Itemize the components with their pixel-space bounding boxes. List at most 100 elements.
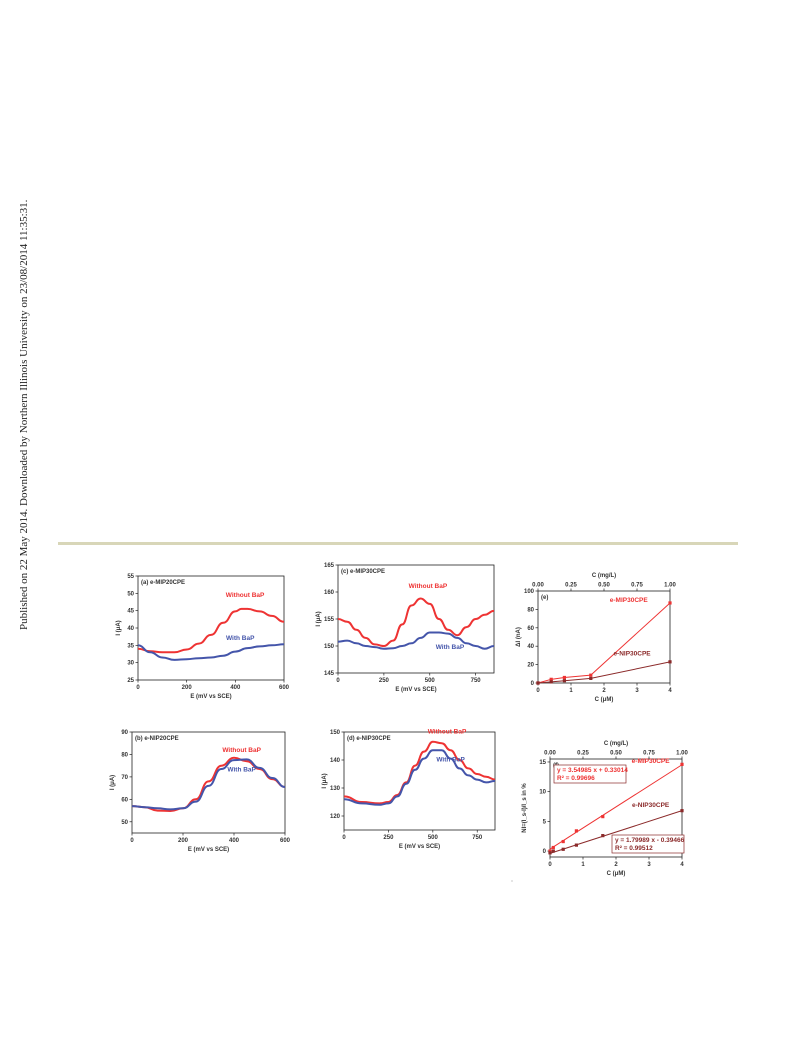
x-tick-label: 2	[602, 688, 606, 694]
y-tick-label: 130	[330, 786, 341, 792]
chart-c: 0 250 500 750 145 150 155 160 165 E (mV vs SCE) I …	[310, 560, 510, 710]
y-tick-label: 5	[543, 819, 547, 825]
series-label: Without BaP	[409, 583, 448, 590]
x-axis-label: C (μM)	[595, 697, 614, 703]
series-label: With BaP	[227, 766, 256, 773]
x2-tick-label: 0.75	[631, 583, 643, 589]
series-label: Without BaP	[222, 747, 261, 754]
data-point	[601, 834, 605, 838]
x-tick-label: 0	[536, 688, 540, 694]
x2-axis-label: C (mg/L)	[592, 573, 616, 579]
x-tick-label: 4	[668, 688, 672, 694]
x-tick-label: 0	[130, 838, 134, 844]
y-tick-label: 10	[539, 790, 546, 796]
panel-title: (c) e-MIP30CPE	[341, 569, 385, 575]
series-label: With BaP	[436, 644, 465, 651]
y-tick-label: 80	[121, 752, 128, 758]
y-tick-label: 50	[121, 820, 128, 826]
y-tick-label: 150	[324, 644, 335, 650]
series-label: e-NIP30CPE	[632, 802, 670, 809]
x-tick-label: 500	[425, 678, 436, 684]
panel-title: (a) e-MIP20CPE	[141, 580, 185, 586]
y-tick-label: 140	[330, 758, 341, 764]
chart-d-svg: 0 250 500 750 120 130 140 150 E (mV vs SCE) I (μA…	[322, 728, 496, 850]
data-point	[562, 679, 566, 683]
y-axis-label: I (μA)	[322, 773, 328, 788]
y-tick-label: 40	[527, 644, 534, 650]
x-tick-label: 1	[581, 862, 585, 868]
x-tick-label: 200	[178, 838, 189, 844]
data-point	[574, 829, 578, 833]
data-point	[561, 839, 565, 844]
chart-e: 0 1 2 3 4 0 20 40 60 80 100 0.00 0.25 0.50 0.75 1.00 C (…	[505, 565, 685, 720]
x-tick-label: 500	[428, 835, 439, 841]
x-tick-label: 1	[569, 688, 573, 694]
series-label: Without BaP	[226, 592, 265, 599]
chart-b: 0 200 400 600 50 60 70 80 90 E (mV vs SCE) I (μA) (…	[110, 726, 295, 876]
x-axis-label: C (μM)	[607, 871, 626, 877]
series-label: With BaP	[226, 635, 255, 642]
series-line	[337, 631, 495, 650]
y-tick-label: 100	[524, 589, 535, 595]
y-tick-label: 155	[324, 617, 335, 623]
chart-f-svg: 0 1 2 3 4 0 5 10 15 0.00 0.25 0.50 0.75 1.00 C (mg/L) C…	[522, 741, 688, 877]
fit-line	[549, 764, 683, 850]
x2-tick-label: 0.25	[577, 751, 589, 757]
x-tick-label: 2	[614, 862, 618, 868]
x-tick-label: 200	[182, 685, 193, 691]
data-point	[574, 843, 578, 847]
y-tick-label: 145	[324, 671, 335, 677]
data-point	[548, 851, 552, 855]
series-line	[137, 607, 285, 654]
equation-line: y = 1.79989 x - 0.39466	[615, 837, 685, 844]
chart-d: 0 250 500 750 120 130 140 150 E (mV vs SCE) I (μA…	[310, 726, 505, 876]
series-label: With BaP	[436, 756, 465, 763]
y-axis-label: I (μA)	[110, 775, 116, 790]
x-tick-label: 750	[471, 678, 482, 684]
y-tick-label: 0	[531, 681, 535, 687]
data-point	[562, 675, 566, 680]
y-axis-label: NI=(I_s-I)/I_s in %	[522, 783, 528, 833]
series-line	[343, 749, 496, 806]
y-tick-label: 25	[127, 678, 134, 684]
x2-tick-label: 0.50	[598, 583, 610, 589]
x-tick-label: 3	[635, 688, 639, 694]
data-point	[551, 845, 555, 850]
y-tick-label: 35	[127, 643, 134, 649]
x2-axis-label: C (mg/L)	[604, 741, 628, 747]
data-point	[589, 673, 593, 677]
data-point	[668, 660, 672, 664]
equation-line: y = 3.54985 x + 0.33014	[557, 767, 628, 774]
download-notice-text: Published on 22 May 2014. Downloaded by …	[18, 199, 30, 630]
y-tick-label: 70	[121, 775, 128, 781]
series-label: e-MIP30CPE	[610, 597, 649, 604]
equation-r2: R² = 0.99512	[615, 845, 653, 852]
y-tick-label: 90	[121, 730, 128, 736]
x-tick-label: 4	[680, 862, 684, 868]
x-tick-label: 0	[342, 835, 346, 841]
panel-title: (e)	[541, 595, 548, 601]
series-line	[337, 597, 495, 648]
x-tick-label: 400	[229, 838, 240, 844]
series-line	[343, 740, 496, 805]
y-axis-label: I (μA)	[316, 611, 322, 626]
data-point	[549, 677, 553, 681]
page-divider	[58, 542, 738, 545]
plot-frame	[131, 731, 286, 834]
series-line	[131, 758, 286, 811]
y-tick-label: 15	[539, 760, 546, 766]
data-point	[589, 676, 593, 680]
y-tick-label: 40	[127, 626, 134, 632]
x-axis-label: E (mV vs SCE)	[190, 694, 231, 700]
chart-a: 0 200 400 600 25 30 35 40 45 50 55 E (mV vs SCE) I (…	[110, 566, 295, 721]
data-point	[561, 847, 565, 851]
x-axis-label: E (mV vs SCE)	[399, 844, 440, 850]
chart-a-svg: 0 200 400 600 25 30 35 40 45 50 55 E (mV vs SCE) I (…	[116, 574, 290, 700]
plot-frame	[337, 564, 495, 674]
x2-tick-label: 0.25	[565, 583, 577, 589]
x2-tick-label: 0.00	[544, 751, 556, 757]
x2-tick-label: 0.75	[643, 751, 655, 757]
chart-c-svg: 0 250 500 750 145 150 155 160 165 E (mV vs SCE) I …	[316, 563, 495, 693]
x-tick-label: 600	[279, 685, 290, 691]
series-line	[131, 756, 286, 813]
